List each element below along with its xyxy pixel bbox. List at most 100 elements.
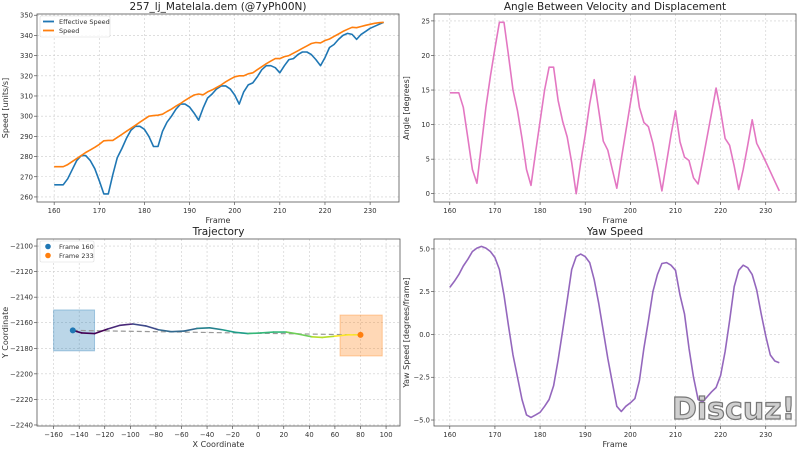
y-tick-label: 25: [421, 17, 430, 25]
y-tick-label: 20: [421, 52, 430, 60]
x-tick-label: −120: [95, 431, 114, 439]
y-axis-label: Angle [degrees]: [402, 76, 411, 140]
legend-swatch: [45, 252, 51, 259]
trajectory-segment: [334, 334, 349, 337]
chart-title: Trajectory: [192, 226, 245, 238]
y-tick-label: −2160: [10, 319, 33, 327]
y-tick-label: 10: [421, 121, 430, 129]
legend-label: Speed: [59, 27, 79, 35]
chart-panel-4: 160 170 180 190 200 210 220 230 −5.0 −2.5 0.0 2.5 5.…: [402, 226, 797, 449]
x-tick-label: −40: [200, 431, 214, 439]
trajectory-segment: [321, 335, 336, 339]
x-tick-label: 200: [624, 207, 637, 215]
y-tick-label: 0: [426, 190, 430, 198]
legend-label: Frame 233: [59, 252, 94, 260]
trajectory-segment: [234, 331, 249, 335]
trajectory-segment: [170, 330, 185, 333]
legend-box: [39, 240, 95, 263]
x-tick-label: 190: [579, 207, 592, 215]
trajectory-segment: [259, 331, 275, 334]
y-tick-label: 270: [20, 173, 33, 181]
legend-label: Effective Speed: [59, 18, 110, 26]
x-tick-label: −100: [121, 431, 140, 439]
series-line-effective-speed: [54, 21, 385, 195]
y-tick-label: 5: [426, 156, 430, 164]
chart-panel-2: 160 170 180 190 200 210 220 230 0 5 10 15 20 25 Angle …: [402, 1, 797, 225]
gridlines: [434, 14, 796, 202]
discuz-watermark-logo: Discuz!: [672, 392, 795, 427]
axes-frame: [36, 238, 401, 427]
x-axis-label: Frame: [206, 216, 231, 225]
trajectory-segment: [298, 333, 313, 338]
x-tick-label: 160: [443, 207, 456, 215]
series-line-speed: [54, 21, 384, 168]
trajectory-segment: [93, 328, 109, 335]
y-tick-label: −2240: [10, 421, 33, 429]
chart-title: 257_lj_Matelala.dem (@7yPh00N): [130, 1, 307, 13]
y-tick-label: −2140: [10, 294, 33, 302]
series-line-1: [449, 21, 781, 195]
x-tick-label: 60: [331, 431, 340, 439]
trajectory-segment: [221, 328, 236, 334]
trajectory-segment: [311, 335, 323, 339]
chart-panel-1: 160 170 180 190 200 210 220 230 260 270 280 290 300 3…: [1, 1, 400, 225]
chart-title: Angle Between Velocity and Displacement: [504, 1, 726, 13]
x-tick-label: 210: [273, 207, 286, 215]
y-tick-label: 350: [20, 12, 33, 20]
y-tick-label: −2200: [10, 370, 33, 378]
trajectory-segment: [80, 332, 96, 335]
chart-panel-3: −160 −140 −120 −100 −80 −60 −40 −20 0 20 40 60 80 100…: [1, 226, 401, 449]
marker-frame-233: [357, 331, 364, 338]
trajectory-segment: [208, 327, 224, 331]
x-tick-label: 230: [759, 431, 772, 439]
y-tick-label: 280: [20, 153, 33, 161]
y-axis-label: Yaw Speed [degrees/frame]: [402, 277, 411, 388]
x-tick-label: 220: [318, 207, 331, 215]
trajectory-segment: [183, 327, 198, 332]
x-tick-label: 80: [356, 431, 365, 439]
y-tick-label: 340: [20, 32, 33, 40]
x-tick-label: −20: [225, 431, 239, 439]
legend-box: [39, 15, 111, 38]
x-tick-label: 180: [534, 431, 547, 439]
legend-label: Frame 160: [59, 243, 94, 251]
x-tick-label: 160: [48, 207, 61, 215]
gridlines: [37, 14, 399, 202]
x-tick-label: 220: [714, 431, 727, 439]
chart-title: Yaw Speed: [586, 226, 643, 238]
y-tick-label: 260: [20, 193, 33, 201]
x-tick-label: 0: [256, 431, 260, 439]
y-tick-label: −5.0: [413, 417, 430, 425]
trajectory-segment: [196, 327, 211, 330]
y-axis-label: Y Coordinate: [1, 307, 10, 359]
x-tick-label: 40: [305, 431, 314, 439]
x-tick-label: 220: [714, 207, 727, 215]
x-axis-label: Frame: [603, 440, 628, 449]
y-tick-label: 310: [20, 92, 33, 100]
x-tick-label: 200: [228, 207, 241, 215]
y-tick-label: −2.5: [413, 374, 430, 382]
x-tick-label: 180: [138, 207, 151, 215]
x-tick-label: −140: [70, 431, 89, 439]
x-tick-label: −60: [174, 431, 188, 439]
x-tick-label: 180: [534, 207, 547, 215]
axes-frame: [36, 13, 400, 203]
y-tick-label: 5.0: [419, 245, 430, 253]
x-tick-label: 230: [364, 207, 377, 215]
x-axis-label: Frame: [603, 216, 628, 225]
y-tick-label: −2120: [10, 268, 33, 276]
marker-frame-160: [69, 327, 76, 334]
x-tick-label: 190: [183, 207, 196, 215]
trajectory-segment: [285, 331, 300, 336]
x-tick-label: 190: [579, 431, 592, 439]
x-tick-label: 100: [380, 431, 393, 439]
y-tick-label: 330: [20, 52, 33, 60]
y-tick-label: 15: [421, 87, 430, 95]
series-line-1: [449, 245, 780, 419]
x-axis-label: X Coordinate: [193, 440, 245, 449]
y-tick-label: 2.5: [419, 288, 430, 296]
trajectory-segment: [119, 323, 134, 327]
